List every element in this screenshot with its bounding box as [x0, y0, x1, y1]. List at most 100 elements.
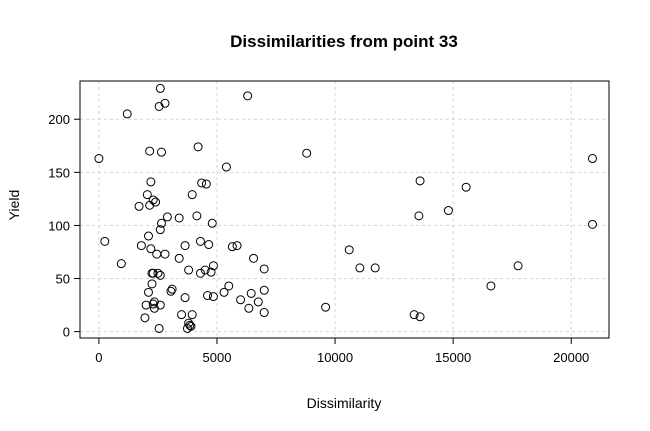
data-point — [184, 265, 194, 275]
data-point — [162, 212, 172, 222]
data-point — [122, 109, 132, 119]
data-point — [116, 259, 126, 269]
data-point — [486, 281, 496, 291]
x-axis-label: Dissimilarity — [307, 395, 382, 411]
chart-title: Dissimilarities from point 33 — [230, 32, 458, 51]
data-point — [208, 292, 218, 302]
data-point — [155, 270, 165, 280]
data-point — [302, 148, 312, 158]
data-point — [193, 142, 203, 152]
data-point — [148, 195, 158, 205]
data-point — [174, 213, 184, 223]
data-point — [186, 321, 196, 331]
data-point — [180, 293, 190, 303]
data-point — [143, 287, 153, 297]
data-point — [155, 83, 165, 93]
data-point — [146, 244, 156, 254]
data-point — [208, 261, 218, 271]
data-point — [246, 288, 256, 298]
data-point — [370, 263, 380, 273]
data-point — [587, 219, 597, 229]
data-point — [355, 263, 365, 273]
data-point — [443, 206, 453, 216]
data-point — [415, 312, 425, 322]
data-point — [224, 281, 234, 291]
data-point — [249, 253, 259, 263]
data-point — [166, 286, 176, 296]
data-point — [197, 178, 207, 188]
data-point — [141, 300, 151, 310]
data-point — [142, 190, 152, 200]
plot-frame — [79, 80, 610, 339]
y-tick-label: 50 — [56, 272, 70, 287]
data-point — [156, 218, 166, 228]
data-point — [244, 303, 254, 313]
data-point — [177, 310, 187, 320]
data-point — [195, 236, 205, 246]
data-point — [140, 313, 150, 323]
data-point — [187, 310, 197, 320]
y-tick-label: 100 — [48, 218, 70, 233]
data-point — [344, 245, 354, 255]
data-point — [207, 218, 217, 228]
data-point — [221, 162, 231, 172]
data-point — [187, 190, 197, 200]
y-tick-label: 150 — [48, 165, 70, 180]
data-point — [154, 323, 164, 333]
data-point — [259, 285, 269, 295]
data-point — [192, 211, 202, 221]
data-point — [155, 300, 165, 310]
data-point — [155, 225, 165, 235]
grid-lines — [80, 81, 609, 338]
data-point — [145, 146, 155, 156]
data-point — [201, 179, 211, 189]
data-point — [160, 98, 170, 108]
data-point — [195, 268, 205, 278]
x-tick-label: 5000 — [203, 350, 232, 365]
data-point — [259, 308, 269, 318]
data-point — [227, 242, 237, 252]
y-tick-label: 0 — [63, 325, 70, 340]
data-point — [153, 268, 163, 278]
data-point — [206, 267, 216, 277]
data-point — [152, 249, 162, 259]
data-point — [414, 211, 424, 221]
y-axis-label: Yield — [6, 190, 22, 221]
data-point — [461, 182, 471, 192]
data-point — [100, 236, 110, 246]
data-point — [180, 241, 190, 251]
data-points — [94, 83, 597, 333]
data-point — [200, 265, 210, 275]
data-point — [409, 310, 419, 320]
data-point — [204, 240, 214, 250]
x-tick-label: 10000 — [317, 350, 353, 365]
data-point — [94, 154, 104, 164]
data-point — [236, 295, 246, 305]
data-point — [134, 201, 144, 211]
x-tick-label: 0 — [95, 350, 102, 365]
data-point — [151, 197, 161, 207]
data-point — [160, 249, 170, 259]
data-point — [259, 264, 269, 274]
data-point — [253, 297, 263, 307]
data-point — [219, 287, 229, 297]
data-point — [415, 176, 425, 186]
data-point — [167, 284, 177, 294]
data-point — [203, 291, 213, 301]
data-point — [146, 177, 156, 187]
x-tick-label: 20000 — [553, 350, 589, 365]
axes: 0 5000 10000 15000 20000 0 50 100 150 200 — [48, 112, 589, 365]
data-point — [185, 320, 195, 330]
data-point — [143, 231, 153, 241]
data-point — [184, 318, 194, 328]
data-point — [156, 147, 166, 157]
data-point — [321, 302, 331, 312]
data-point — [148, 299, 158, 309]
x-tick-label: 15000 — [435, 350, 471, 365]
data-point — [147, 279, 157, 289]
data-point — [243, 91, 253, 101]
data-point — [136, 241, 146, 251]
y-tick-label: 200 — [48, 112, 70, 127]
